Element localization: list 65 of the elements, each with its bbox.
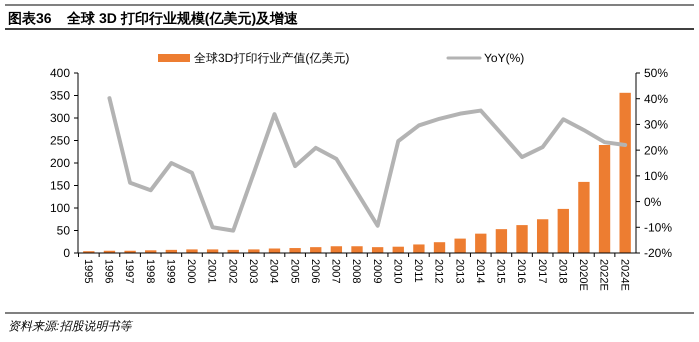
x-tick-label: 2014 bbox=[474, 259, 486, 284]
y-tick-label: 350 bbox=[50, 88, 70, 103]
bar bbox=[475, 234, 486, 253]
x-tick-label: 2015 bbox=[494, 259, 507, 284]
x-tick-label: 2022E bbox=[598, 259, 610, 291]
x-tick-label: 1996 bbox=[102, 259, 115, 284]
text: 资料来源:招股说明书等 bbox=[8, 319, 134, 333]
bar bbox=[619, 92, 631, 253]
x-tick-label: 2002 bbox=[226, 259, 238, 284]
y-tick-label: 300 bbox=[50, 111, 70, 126]
x-tick-label: 1997 bbox=[123, 259, 136, 284]
bar bbox=[454, 238, 466, 253]
bar bbox=[372, 247, 384, 253]
bar bbox=[289, 248, 301, 253]
bar bbox=[598, 145, 610, 253]
x-tick-label: 2000 bbox=[185, 259, 198, 284]
bar bbox=[330, 246, 342, 253]
y2-tick-label: 10% bbox=[644, 169, 668, 184]
bar bbox=[392, 246, 404, 253]
x-tick-label: 2006 bbox=[308, 259, 321, 284]
x-tick-label: 2018 bbox=[556, 259, 568, 284]
y2-tick-label: -10% bbox=[644, 220, 672, 234]
x-tick-label: 2001 bbox=[206, 259, 218, 284]
y2-tick-label: -20% bbox=[644, 246, 672, 260]
legend-label: YoY(%) bbox=[484, 51, 524, 66]
x-tick-label: 2003 bbox=[247, 259, 260, 284]
x-tick-label: 1998 bbox=[144, 259, 156, 284]
y-tick-label: 0 bbox=[63, 246, 70, 260]
x-tick-label: 2004 bbox=[268, 259, 280, 284]
y-tick-label: 50 bbox=[56, 224, 70, 238]
bar bbox=[578, 182, 590, 253]
x-tick-label: 1999 bbox=[164, 259, 176, 284]
x-tick-label: 2009 bbox=[370, 259, 383, 284]
bar bbox=[413, 244, 425, 253]
x-tick-label: 1995 bbox=[82, 259, 94, 284]
x-tick-label: 2005 bbox=[288, 259, 300, 284]
y2-tick-label: 20% bbox=[644, 143, 668, 158]
y2-tick-label: 0% bbox=[644, 194, 662, 209]
x-tick-label: 2012 bbox=[432, 259, 445, 284]
chart-title: 图表36 全球 3D 打印行业规模(亿美元)及增速 bbox=[8, 10, 300, 26]
y2-tick-label: 30% bbox=[644, 118, 668, 132]
bar bbox=[536, 219, 548, 253]
bar bbox=[516, 225, 528, 253]
x-tick-label: 2011 bbox=[412, 259, 424, 283]
y-tick-label: 150 bbox=[50, 178, 70, 193]
x-tick-label: 2017 bbox=[536, 259, 548, 284]
y-tick-label: 200 bbox=[50, 156, 70, 170]
bar bbox=[558, 208, 569, 253]
y-tick-label: 100 bbox=[50, 201, 70, 216]
x-tick-label: 2010 bbox=[391, 259, 404, 284]
x-tick-label: 2024E bbox=[618, 259, 630, 291]
y-tick-label: 250 bbox=[50, 134, 70, 148]
legend-label: 全球3D打印行业产值(亿美元) bbox=[194, 51, 350, 66]
x-tick-label: 2008 bbox=[350, 259, 362, 284]
y-tick-label: 400 bbox=[50, 66, 70, 80]
bar bbox=[310, 247, 322, 253]
x-tick-label: 2013 bbox=[453, 259, 466, 284]
bar bbox=[434, 242, 446, 253]
y2-tick-label: 40% bbox=[644, 92, 668, 106]
line-series bbox=[107, 96, 628, 233]
x-tick-label: 2007 bbox=[330, 259, 342, 284]
y2-tick-label: 50% bbox=[644, 66, 668, 80]
x-tick-label: 2016 bbox=[515, 259, 528, 284]
bar bbox=[496, 229, 508, 253]
x-tick-label: 2020E bbox=[577, 259, 590, 291]
